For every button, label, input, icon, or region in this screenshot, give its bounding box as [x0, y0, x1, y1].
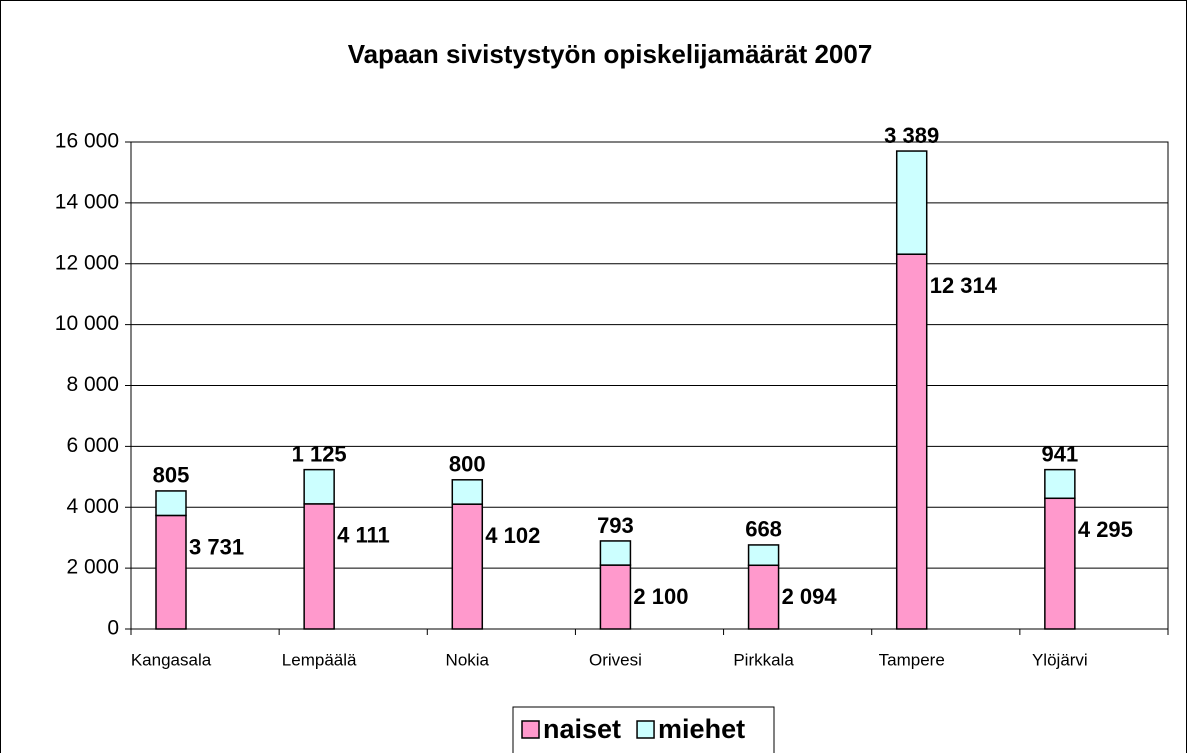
y-tick-label: 10 000 — [55, 312, 119, 335]
bar-segment — [1044, 497, 1076, 630]
y-tick-label: 16 000 — [55, 130, 119, 153]
x-tick-label: Pirkkala — [733, 650, 794, 669]
data-label: 3 731 — [189, 534, 244, 559]
data-label: 4 111 — [337, 523, 390, 548]
legend-swatch — [636, 720, 655, 739]
data-label: 668 — [745, 517, 782, 542]
chart-title: Vapaan sivistystyön opiskelijamäärät 200… — [348, 39, 873, 69]
bar-segment — [747, 564, 780, 630]
bar-segment — [303, 468, 335, 505]
data-label: 2 100 — [633, 584, 688, 609]
bar-segment — [895, 253, 928, 630]
bar-segment — [451, 503, 484, 630]
y-tick-label: 12 000 — [55, 251, 119, 274]
y-tick-label: 8 000 — [66, 373, 119, 396]
data-label: 805 — [153, 463, 190, 488]
data-label: 2 094 — [782, 584, 838, 609]
x-tick-label: Ylöjärvi — [1032, 650, 1088, 669]
data-label: 4 102 — [485, 523, 540, 548]
legend-label: naiset — [543, 714, 621, 744]
data-label: 941 — [1041, 441, 1078, 466]
bar-segment — [599, 540, 632, 566]
bar-segment — [155, 514, 187, 630]
data-label: 793 — [597, 513, 634, 538]
x-tick-label: Orivesi — [589, 650, 642, 669]
y-tick-label: 2 000 — [66, 556, 119, 579]
bar-segment — [1044, 468, 1076, 500]
bar-segment — [155, 490, 187, 517]
data-label: 12 314 — [930, 273, 998, 298]
bar-segment — [303, 503, 335, 630]
data-label: 1 125 — [292, 441, 347, 466]
x-tick-label: Lempäälä — [282, 650, 357, 669]
y-tick-label: 0 — [107, 617, 119, 640]
y-tick-label: 14 000 — [55, 190, 119, 213]
data-label: 3 389 — [884, 123, 939, 148]
bar-segment — [747, 544, 780, 567]
bar-segment — [599, 564, 632, 630]
bar-segment — [895, 150, 928, 255]
y-tick-label: 6 000 — [66, 434, 119, 457]
x-tick-label: Kangasala — [131, 650, 212, 669]
data-label: 800 — [449, 452, 486, 477]
x-tick-label: Tampere — [879, 650, 945, 669]
x-tick-label: Nokia — [446, 650, 490, 669]
data-label: 4 295 — [1078, 517, 1133, 542]
legend-label: miehet — [658, 714, 745, 744]
bar-segment — [451, 479, 484, 505]
y-tick-label: 4 000 — [66, 495, 119, 518]
legend-swatch — [521, 720, 540, 739]
